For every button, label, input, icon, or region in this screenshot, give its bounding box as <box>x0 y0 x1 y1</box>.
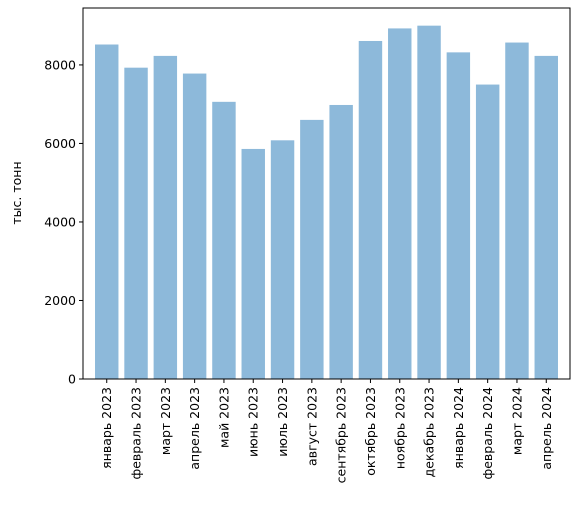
x-tick-label: февраль 2024 <box>480 387 495 480</box>
x-axis: январь 2023 февраль 2023 март 2023 апрель 2… <box>99 379 554 483</box>
x-tick-label: август 2023 <box>304 387 319 466</box>
x-tick-label: январь 2023 <box>99 387 114 469</box>
x-tick-label: март 2024 <box>509 387 524 455</box>
x-tick-label: март 2023 <box>158 387 173 455</box>
y-tick-label: 4000 <box>44 214 76 229</box>
y-tick-label: 2000 <box>44 293 76 308</box>
x-tick-label: июнь 2023 <box>246 387 261 457</box>
x-tick-label: декабрь 2023 <box>422 387 437 477</box>
x-tick-label: сентябрь 2023 <box>334 387 349 483</box>
bar-8 <box>329 104 353 379</box>
x-tick-label: ноябрь 2023 <box>392 387 407 469</box>
bar-4 <box>212 101 236 380</box>
bar-12 <box>446 52 471 379</box>
bar-2 <box>153 55 178 379</box>
y-axis-title: тыс. тонн <box>9 161 24 224</box>
bar-5 <box>241 148 265 379</box>
bar-0 <box>95 44 119 380</box>
x-tick-label: январь 2024 <box>451 387 466 469</box>
bar-13 <box>475 84 500 380</box>
bar-10 <box>388 28 412 379</box>
bar-11 <box>417 25 441 380</box>
y-axis: 0 2000 4000 6000 8000 <box>44 57 83 387</box>
x-tick-label: октябрь 2023 <box>363 387 378 476</box>
x-tick-label: май 2023 <box>216 387 231 448</box>
bar-6 <box>270 140 295 379</box>
x-tick-label: февраль 2023 <box>129 387 144 479</box>
bar-7 <box>300 119 324 379</box>
bar-3 <box>182 73 207 380</box>
bar-9 <box>358 40 383 379</box>
y-tick-label: 8000 <box>44 57 76 72</box>
y-tick-label: 0 <box>68 372 76 387</box>
x-tick-label: июль 2023 <box>275 387 290 457</box>
x-tick-label: апрель 2023 <box>187 387 202 470</box>
bar-1 <box>124 67 148 379</box>
bars-group <box>95 25 558 380</box>
plot-frame <box>82 7 571 380</box>
y-tick-label: 6000 <box>44 136 76 151</box>
bar-15 <box>534 55 558 379</box>
bar-14 <box>505 42 529 379</box>
x-tick-label: апрель 2024 <box>539 387 554 470</box>
